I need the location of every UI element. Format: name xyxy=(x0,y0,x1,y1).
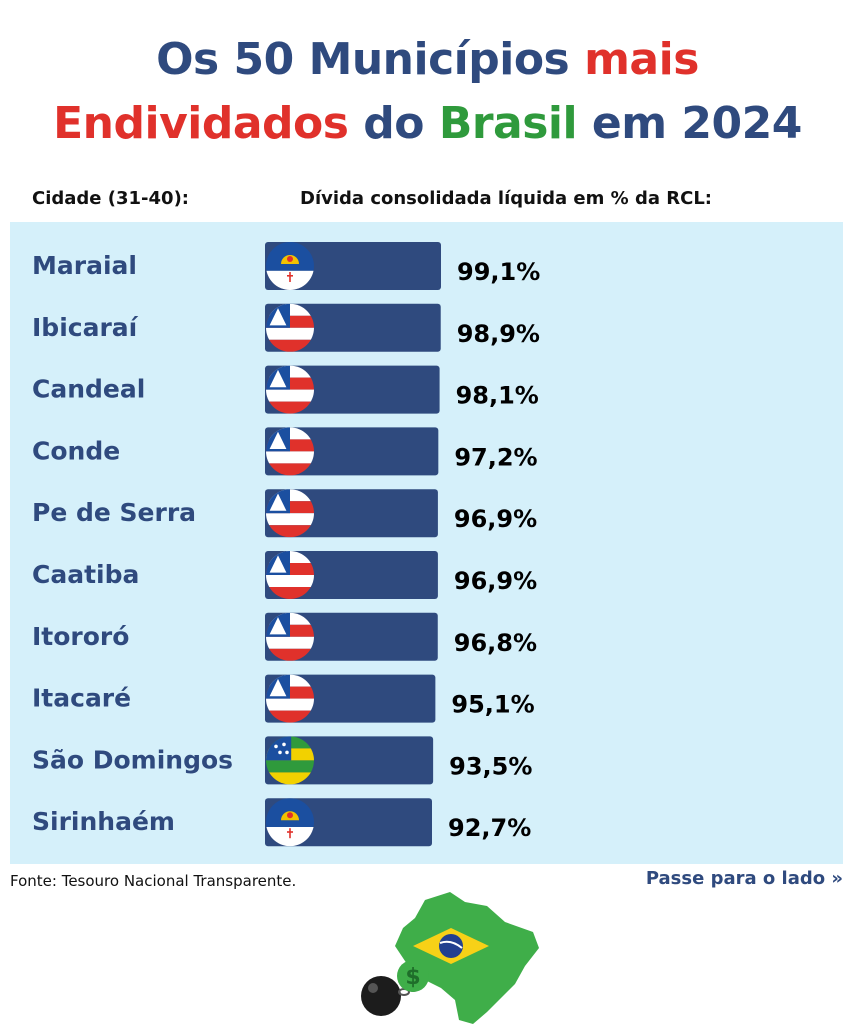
source-note: Fonte: Tesouro Nacional Transparente. xyxy=(10,872,297,890)
chart-row: Maraial 99,1% xyxy=(32,242,540,290)
title-part: Os 50 Municípios xyxy=(156,34,585,85)
money-bag-icon xyxy=(397,960,429,992)
category-label: Candeal xyxy=(32,375,145,404)
data-label: 97,2% xyxy=(454,443,537,471)
pernambuco-flag-icon xyxy=(266,242,314,290)
value-column-header: Dívida consolidada líquida em % da RCL: xyxy=(300,188,712,209)
category-label: Caatiba xyxy=(32,560,139,589)
brazil-map-shape xyxy=(395,892,539,1024)
data-label: 96,9% xyxy=(454,567,537,595)
data-label: 98,1% xyxy=(456,382,539,410)
brazil-map-with-ball-and-chain-icon: $ xyxy=(361,892,539,1024)
data-label: 95,1% xyxy=(451,691,534,719)
chart-row: Ibicaraí 98,9% xyxy=(32,303,540,352)
chart-row: Itororó 96,8% xyxy=(32,612,537,661)
chart-row: São Domingos 93,5% xyxy=(32,736,532,785)
page-title-line1: Os 50 Municípios mais xyxy=(0,30,855,90)
category-label: Ibicaraí xyxy=(32,313,139,342)
iron-ball-icon xyxy=(361,976,401,1016)
bahia-flag-icon xyxy=(266,489,314,538)
bahia-flag-icon xyxy=(266,674,314,723)
category-label: Pe de Serra xyxy=(32,498,196,527)
title-highlight-endividados: Endividados xyxy=(53,98,349,149)
data-label: 98,9% xyxy=(457,320,540,348)
title-highlight-mais: mais xyxy=(584,34,699,85)
data-label: 96,9% xyxy=(454,505,537,533)
data-label: 99,1% xyxy=(457,258,540,286)
title-part: do xyxy=(348,98,439,149)
city-column-header: Cidade (31-40): xyxy=(32,188,189,209)
title-highlight-brasil: Brasil xyxy=(438,98,578,149)
bahia-flag-icon xyxy=(266,303,314,352)
category-label: Sirinhaém xyxy=(32,807,175,836)
pernambuco-flag-icon xyxy=(266,798,314,847)
bahia-flag-icon xyxy=(266,365,314,414)
bahia-flag-icon xyxy=(266,427,314,476)
next-slide-link[interactable]: Passe para o lado » xyxy=(645,868,843,889)
dollar-sign: $ xyxy=(405,965,420,990)
chart-row: Candeal 98,1% xyxy=(32,365,539,414)
page-title-line2: Endividados do Brasil em 2024 xyxy=(0,94,855,154)
chart-row: Conde 97,2% xyxy=(32,427,538,476)
bahia-flag-icon xyxy=(266,612,314,661)
brazil-flag-globe xyxy=(439,934,463,958)
title-part: em 2024 xyxy=(577,98,802,149)
chart-row: Sirinhaém 92,7% xyxy=(32,798,531,847)
bahia-flag-icon xyxy=(266,551,314,599)
chart-row: Pe de Serra 96,9% xyxy=(32,489,537,538)
debt-bar-chart: Maraial 99,1% Ibicaraí 98,9% Candeal 98,1% Con… xyxy=(32,242,540,847)
data-label: 93,5% xyxy=(449,752,532,780)
chart-panel: Maraial 99,1% Ibicaraí 98,9% Candeal 98,1% Con… xyxy=(10,222,843,864)
chart-row: Caatiba 96,9% xyxy=(32,551,537,599)
data-label: 92,7% xyxy=(448,814,531,842)
category-label: Itororó xyxy=(32,622,129,651)
category-label: Itacaré xyxy=(32,684,131,713)
category-label: Maraial xyxy=(32,251,137,280)
sergipe-flag-icon xyxy=(266,736,314,785)
category-label: São Domingos xyxy=(32,745,233,774)
chart-row: Itacaré 95,1% xyxy=(32,674,535,723)
data-label: 96,8% xyxy=(454,629,537,657)
category-label: Conde xyxy=(32,436,120,465)
